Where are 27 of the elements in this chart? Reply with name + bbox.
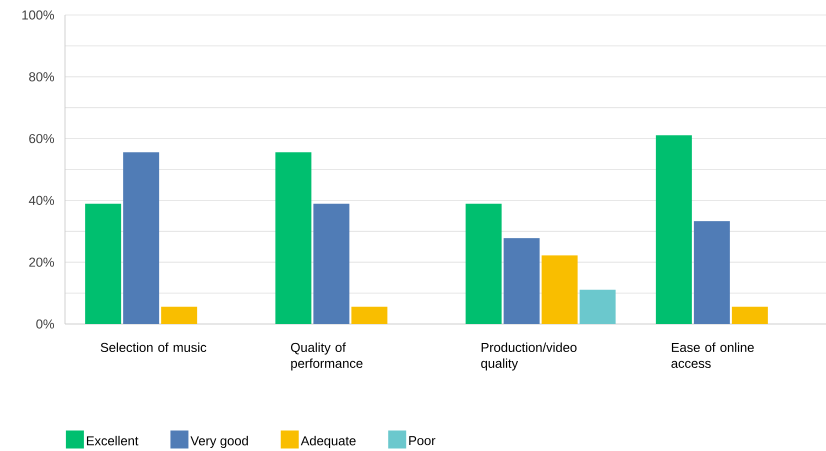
x-tick-label: Production/video quality bbox=[481, 342, 577, 371]
x-tick-label: Selection of music bbox=[100, 342, 206, 352]
legend-label: Very good bbox=[190, 436, 248, 448]
bar bbox=[275, 152, 312, 324]
bar bbox=[732, 306, 768, 324]
x-tick-label: Quality of performance bbox=[290, 342, 362, 371]
y-tick-label: 40% bbox=[28, 196, 54, 205]
y-tick-label: 100% bbox=[22, 10, 54, 20]
bar bbox=[656, 135, 692, 324]
x-tick-label: Ease of online access bbox=[671, 342, 754, 368]
y-tick-label: 0% bbox=[36, 319, 54, 329]
bar bbox=[313, 204, 350, 324]
bar bbox=[85, 204, 122, 324]
y-tick-label: 60% bbox=[29, 134, 54, 144]
bar bbox=[694, 221, 730, 324]
y-tick-label: 80% bbox=[29, 72, 54, 82]
y-tick-label: 20% bbox=[29, 258, 54, 267]
bar bbox=[580, 290, 616, 324]
bar bbox=[542, 255, 578, 324]
legend-label: Poor bbox=[409, 436, 436, 446]
legend-label: Adequate bbox=[300, 436, 356, 448]
bar bbox=[123, 152, 160, 324]
bar bbox=[351, 306, 388, 324]
bar bbox=[504, 238, 540, 324]
bar bbox=[161, 306, 198, 324]
legend-label: Excellent bbox=[86, 436, 138, 446]
bar bbox=[466, 204, 502, 324]
